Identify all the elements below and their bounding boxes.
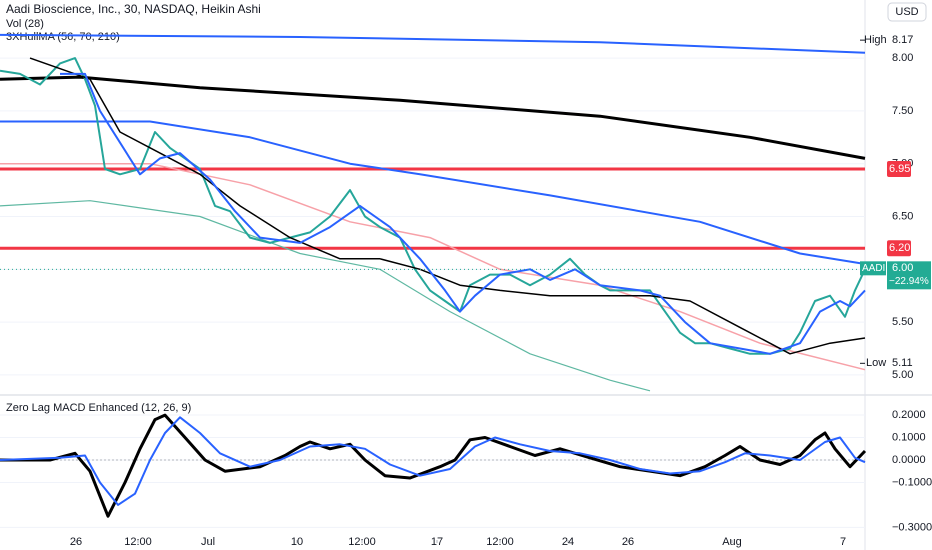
y-tick-label: −0.3000 [892, 521, 932, 533]
y-tick-label: 0.1000 [892, 431, 926, 443]
y-tick-label: 6.50 [892, 210, 913, 222]
x-tick-label: 12:00 [348, 536, 376, 548]
x-tick-label: Jul [201, 536, 215, 548]
y-tick-label: 8.00 [892, 52, 913, 64]
price-badge [887, 261, 931, 290]
high-value: 8.17 [892, 34, 913, 46]
x-tick-label: 12:00 [124, 536, 152, 548]
series-line [60, 72, 866, 355]
series-line [0, 33, 866, 54]
x-tick-label: Aug [722, 536, 742, 548]
y-tick-label: 7.50 [892, 105, 913, 117]
price-label: 6.00 [892, 262, 913, 274]
symbol-badge [860, 261, 886, 276]
series-line [0, 416, 866, 506]
series-line [0, 413, 867, 518]
level-label: 6.95 [889, 163, 910, 175]
high-label: High [864, 34, 887, 46]
x-tick-label: 7 [840, 536, 846, 548]
y-tick-label: 5.00 [892, 369, 913, 381]
low-value: 5.11 [892, 357, 913, 369]
chart-title: Aadi Bioscience, Inc., 30, NASDAQ, Heiki… [6, 2, 261, 16]
x-tick-label: 26 [70, 536, 82, 548]
series-line [0, 120, 866, 265]
x-tick-label: 26 [622, 536, 634, 548]
level-label: 6.20 [889, 242, 910, 254]
y-tick-label: 5.50 [892, 316, 913, 328]
macd-title: Zero Lag MACD Enhanced (12, 26, 9) [6, 402, 191, 414]
x-tick-label: 24 [562, 536, 574, 548]
y-tick-label: 0.2000 [892, 409, 926, 421]
x-tick-label: 12:00 [486, 536, 514, 548]
y-tick-label: 0.0000 [892, 454, 926, 466]
x-tick-label: 10 [291, 536, 303, 548]
series-line [0, 75, 866, 160]
x-tick-label: 17 [431, 536, 443, 548]
currency-button[interactable] [887, 2, 927, 22]
change-label: −22.94% [889, 276, 929, 287]
symbol-label: AADI [862, 263, 885, 274]
indicator-label: 3XHullMA (56, 70, 210) [6, 31, 120, 43]
volume-label: Vol (28) [6, 18, 44, 30]
level-badge [887, 240, 911, 257]
y-tick-label: −0.1000 [892, 476, 932, 488]
currency[interactable]: USD [895, 6, 918, 18]
level-badge [887, 160, 911, 177]
low-label: Low [866, 357, 886, 369]
